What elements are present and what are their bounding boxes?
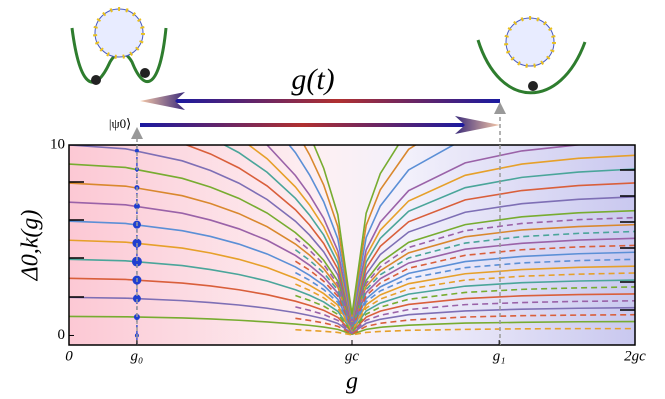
level-curve [295, 258, 635, 332]
y-tick-label: 0 [58, 327, 66, 343]
x-tick-label: 0 [65, 348, 73, 364]
level-curve [294, 230, 635, 330]
x-tick-label: g₀ [131, 348, 144, 364]
level-curve [295, 313, 635, 335]
level-curve [294, 216, 635, 330]
level-curve [295, 286, 635, 334]
level-curve [69, 201, 635, 331]
state-dot [133, 203, 140, 210]
level-curve [69, 145, 635, 328]
x-tick-label: gc [345, 348, 360, 364]
annotation: |ψ0⟩ [109, 116, 131, 131]
right-potential [476, 16, 587, 95]
annotation: g(t) [291, 63, 334, 96]
level-curve [69, 220, 635, 332]
level-curve [69, 296, 635, 335]
level-curve [184, 145, 635, 325]
level-curve [69, 277, 635, 334]
level-curve [265, 145, 589, 321]
level-curve [288, 145, 455, 319]
level-curve [69, 258, 635, 333]
x-tick-label: g₁ [493, 348, 506, 364]
arrows [131, 92, 506, 345]
level-curve [313, 145, 400, 315]
level-curve [247, 145, 635, 322]
frame-ticks [69, 169, 635, 311]
state-dot [134, 148, 139, 153]
level-curve [69, 163, 635, 329]
level-curve [295, 272, 635, 333]
curves [69, 145, 635, 345]
level-curve [303, 145, 418, 317]
level-curve [222, 145, 635, 324]
state-dot [132, 294, 141, 303]
y-tick-label: 10 [50, 136, 65, 152]
level-curve [294, 244, 635, 331]
level-curve [295, 327, 635, 336]
level-curve [69, 315, 635, 336]
left-potential [70, 7, 168, 85]
state-dot [131, 256, 142, 267]
x-tick-label: 2gc [624, 348, 646, 364]
level-curve [69, 182, 635, 330]
level-curve [69, 239, 635, 332]
y-axis-label: Δ0,k(g) [18, 210, 44, 282]
x-axis-label: g [346, 369, 358, 395]
